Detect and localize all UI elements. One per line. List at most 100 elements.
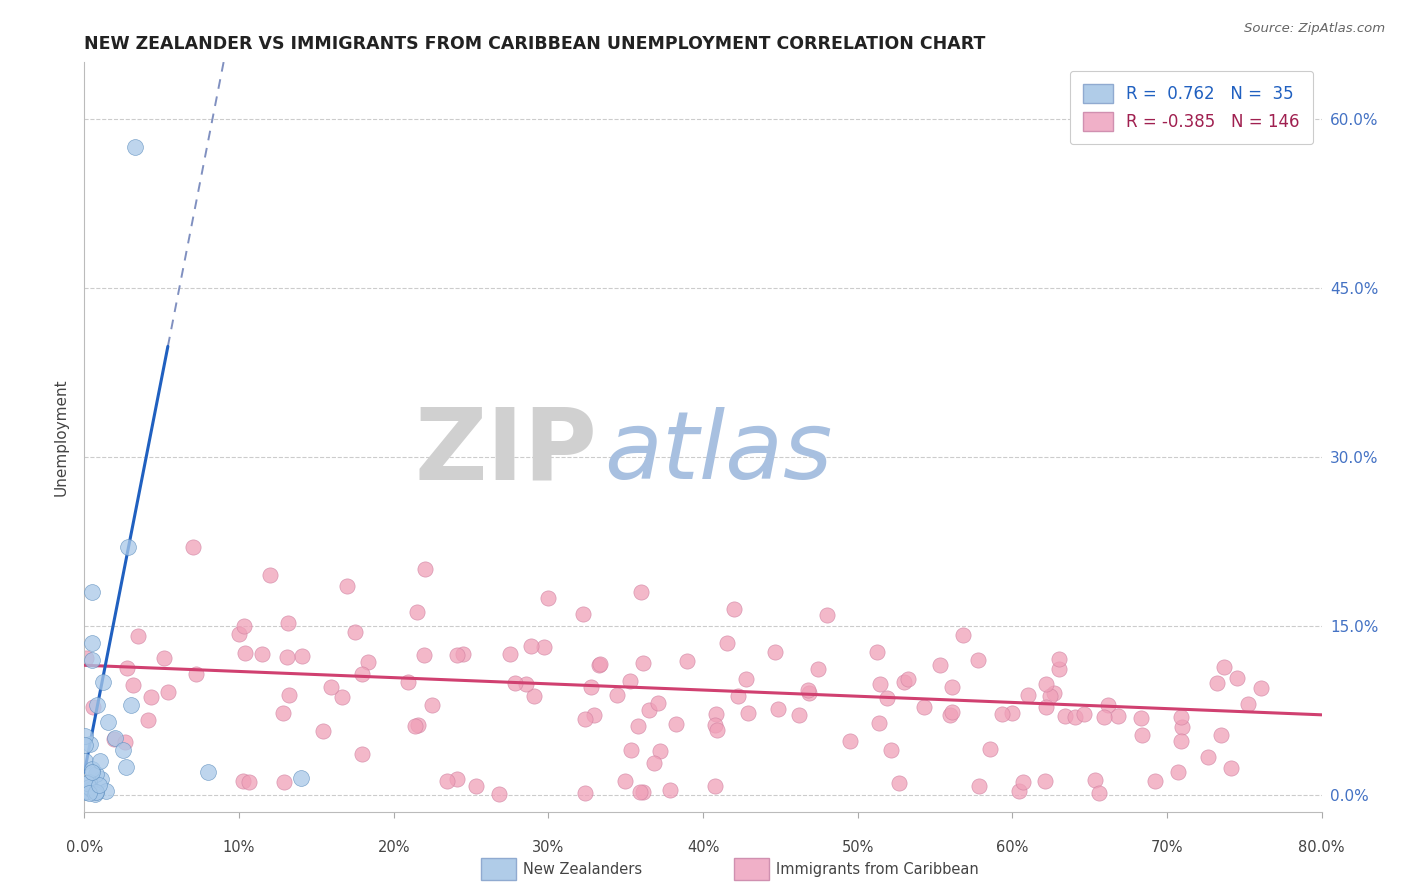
Point xyxy=(815,607,838,622)
Point xyxy=(84,767,107,781)
Point xyxy=(228,626,250,640)
Point xyxy=(1035,699,1057,714)
Point xyxy=(104,731,127,746)
Text: 40%: 40% xyxy=(686,840,720,855)
Point xyxy=(515,677,537,691)
Point xyxy=(1008,784,1031,798)
Point xyxy=(967,653,990,667)
Point xyxy=(436,774,458,789)
Point xyxy=(1053,708,1076,723)
Point xyxy=(82,765,104,780)
Point xyxy=(628,785,651,799)
Point xyxy=(727,689,749,703)
Point xyxy=(290,771,312,785)
Point xyxy=(797,682,820,697)
Point xyxy=(887,776,910,790)
Point xyxy=(1213,660,1236,674)
Point xyxy=(1143,774,1166,789)
Point xyxy=(82,585,104,599)
Point xyxy=(184,666,207,681)
Point xyxy=(582,708,605,723)
Point xyxy=(277,616,299,631)
Point xyxy=(120,698,142,712)
Point xyxy=(1226,671,1249,685)
Point xyxy=(897,672,920,686)
Point xyxy=(153,650,176,665)
Point xyxy=(868,715,890,730)
Point xyxy=(406,717,429,731)
Point xyxy=(451,648,474,662)
Point xyxy=(76,775,98,789)
Point xyxy=(716,636,738,650)
Point xyxy=(112,743,135,757)
Point xyxy=(1167,765,1189,780)
Point xyxy=(1170,734,1192,748)
Legend: R =  0.762   N =  35, R = -0.385   N = 146: R = 0.762 N = 35, R = -0.385 N = 146 xyxy=(1070,70,1313,145)
Point xyxy=(357,656,380,670)
Point xyxy=(979,742,1001,756)
Point xyxy=(643,756,665,771)
Point xyxy=(77,775,100,789)
Point xyxy=(659,783,682,797)
Point xyxy=(259,568,281,582)
Point xyxy=(533,640,555,655)
Point xyxy=(574,712,596,726)
Point xyxy=(676,654,699,668)
Point xyxy=(1170,721,1192,735)
Point xyxy=(650,744,672,758)
Text: 60%: 60% xyxy=(995,840,1029,855)
Point xyxy=(233,619,256,633)
Point xyxy=(969,779,991,793)
Point xyxy=(396,675,419,690)
Point xyxy=(723,602,745,616)
Point xyxy=(706,723,728,737)
Point xyxy=(941,705,963,719)
Point xyxy=(181,540,204,554)
Point xyxy=(620,743,643,757)
Point xyxy=(76,784,98,798)
Point xyxy=(96,714,118,729)
Point xyxy=(276,649,298,664)
Point xyxy=(238,775,260,789)
Point xyxy=(197,765,219,780)
Point xyxy=(413,562,436,576)
Text: 70%: 70% xyxy=(1150,840,1184,855)
Point xyxy=(613,773,636,788)
Point xyxy=(581,680,603,694)
Point xyxy=(86,698,108,712)
Point xyxy=(866,645,889,659)
Point xyxy=(1197,749,1219,764)
Point xyxy=(89,754,111,768)
Point xyxy=(138,713,160,727)
Point xyxy=(703,780,725,794)
Point xyxy=(84,787,107,801)
Point xyxy=(1033,774,1056,789)
Point xyxy=(96,784,118,798)
Point xyxy=(1047,652,1070,666)
Point xyxy=(277,688,299,702)
Point xyxy=(413,648,436,663)
Point xyxy=(1064,710,1087,724)
Point xyxy=(735,673,758,687)
Point xyxy=(787,708,810,723)
Point xyxy=(273,775,295,789)
Point xyxy=(1084,773,1107,788)
Point xyxy=(627,719,650,733)
Point xyxy=(115,661,138,675)
Point xyxy=(82,699,104,714)
Point xyxy=(665,716,688,731)
Point xyxy=(1039,689,1062,703)
Point xyxy=(797,686,820,700)
Point xyxy=(103,731,125,746)
Point xyxy=(141,690,163,705)
Point xyxy=(647,696,669,710)
Point xyxy=(82,636,104,650)
Point xyxy=(631,656,654,670)
Text: 0.0%: 0.0% xyxy=(66,840,103,855)
Point xyxy=(115,760,138,774)
Point xyxy=(503,675,526,690)
Point xyxy=(806,662,828,676)
Point xyxy=(1043,686,1066,700)
Point xyxy=(1092,710,1115,724)
Point xyxy=(84,785,107,799)
